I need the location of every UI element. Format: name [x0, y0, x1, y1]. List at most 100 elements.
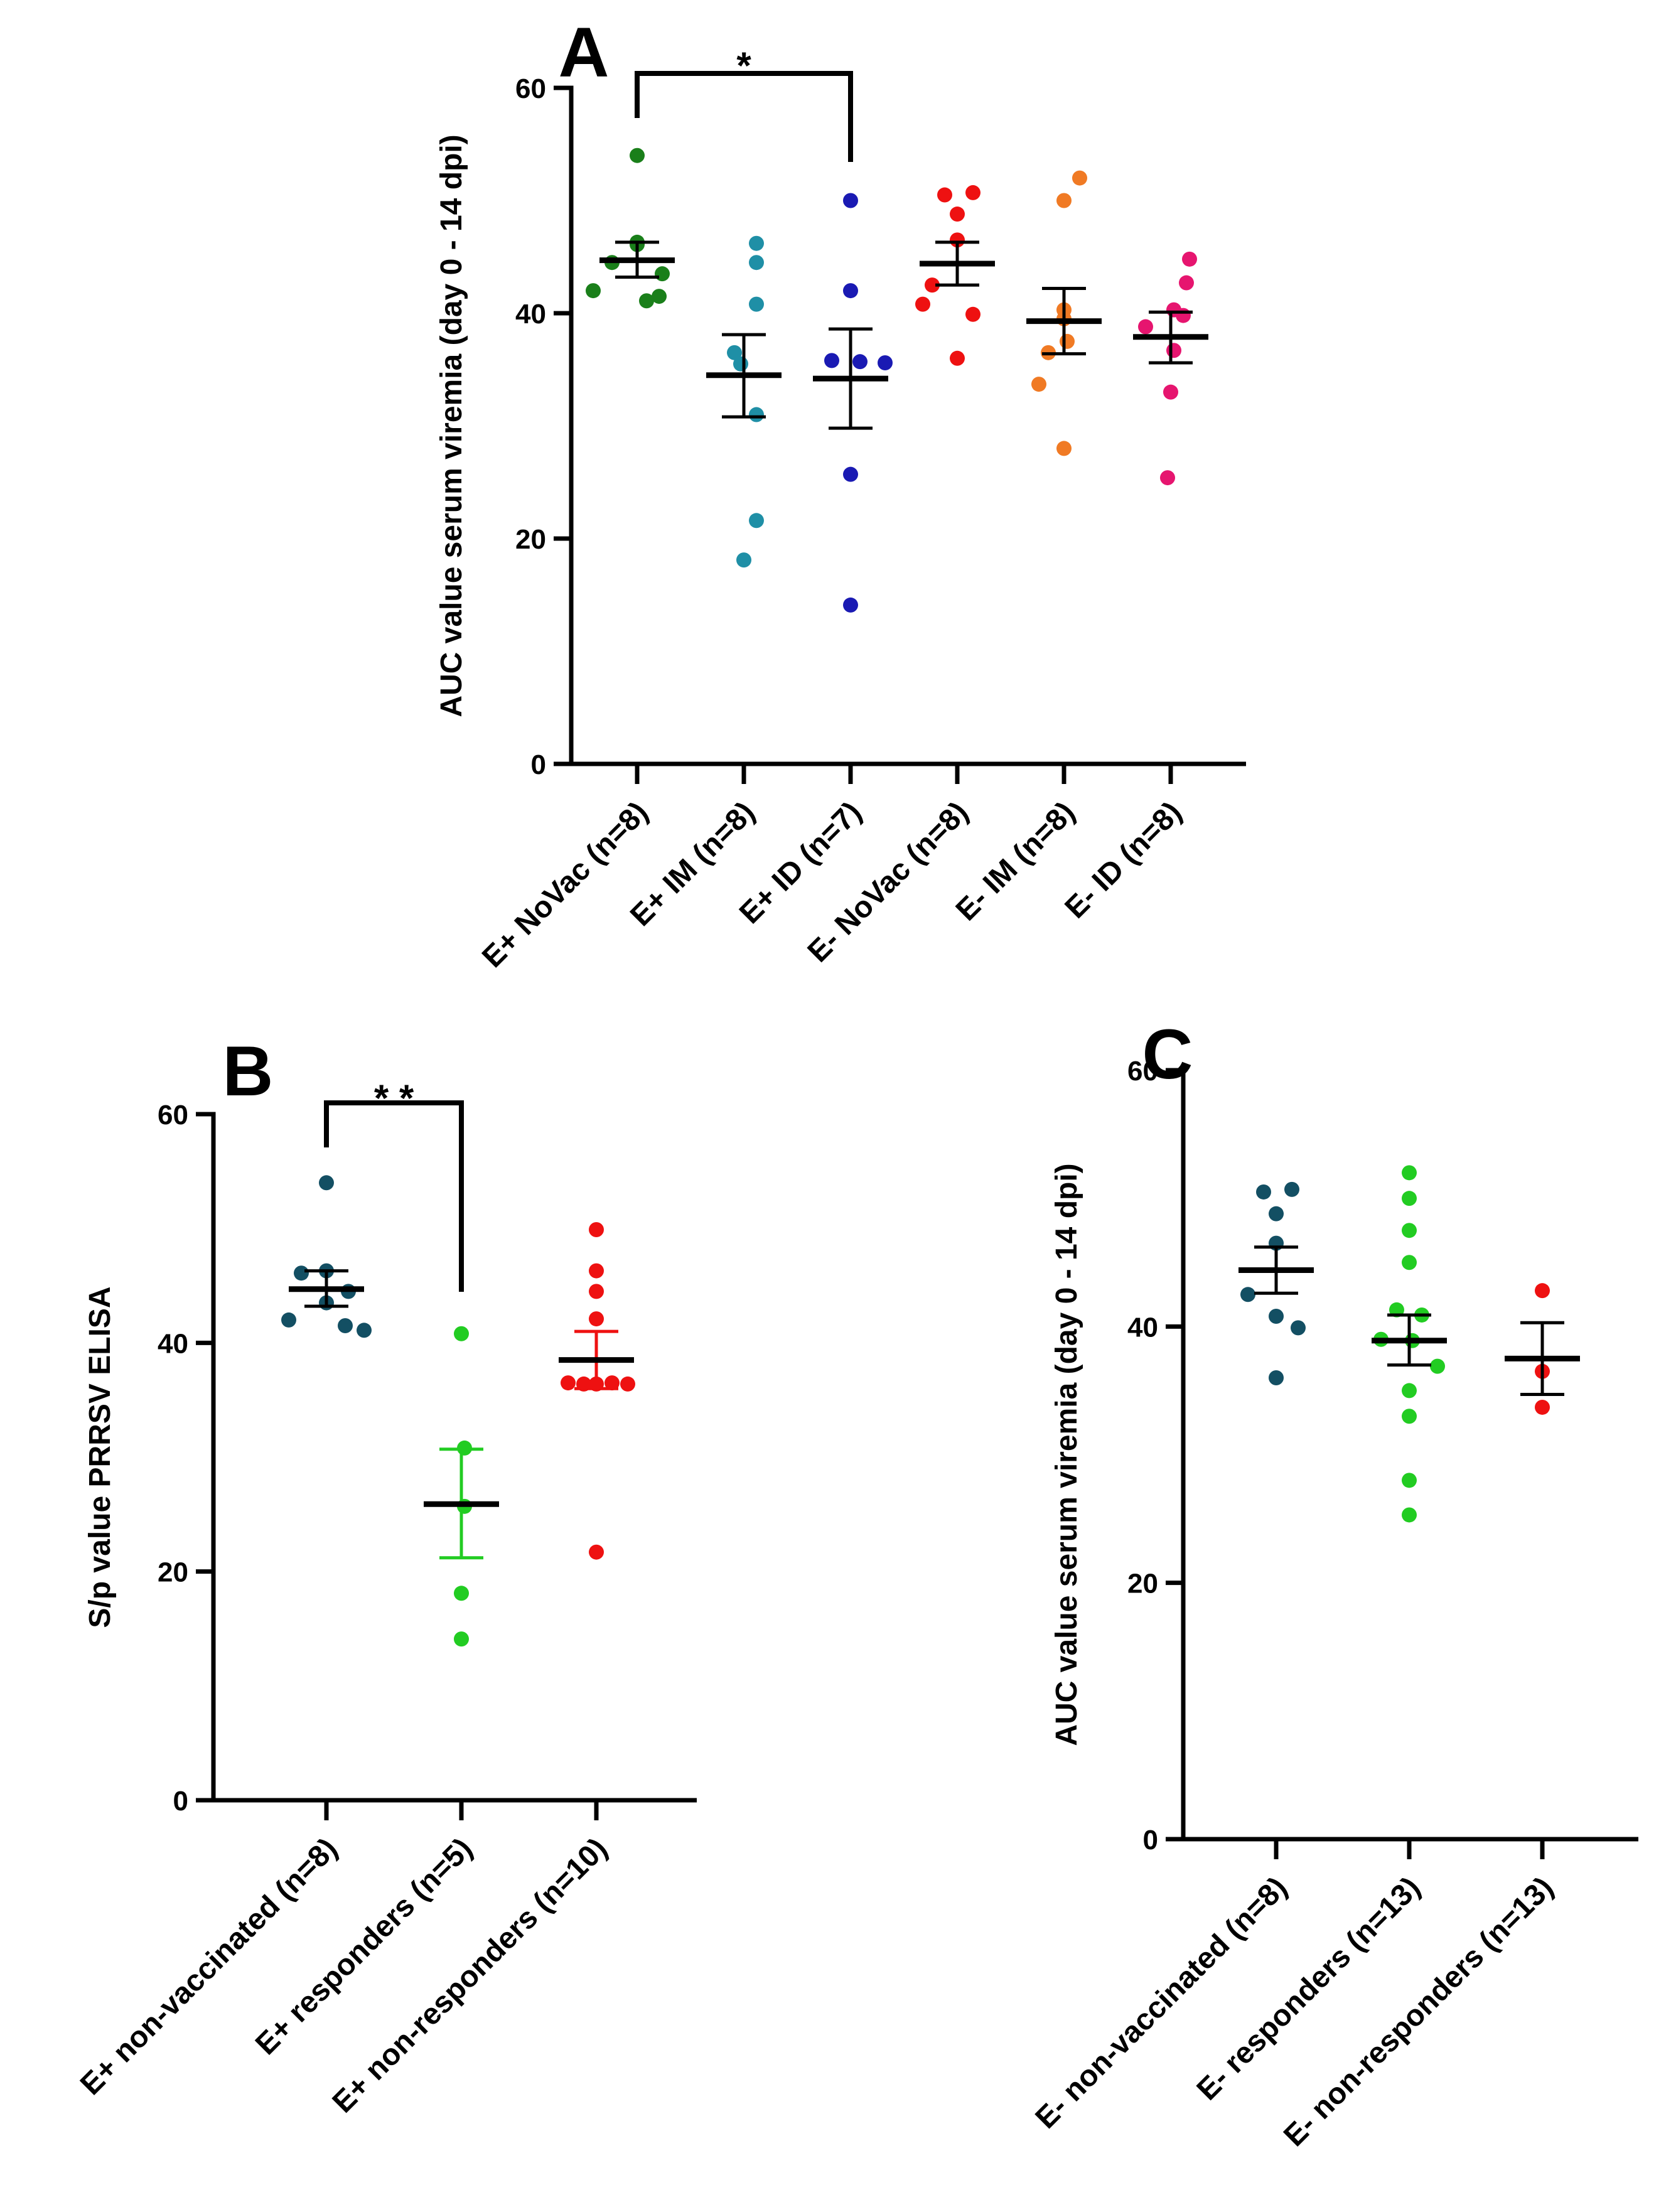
data-point: [1179, 275, 1194, 291]
y-tick-label: 60: [158, 1100, 188, 1130]
x-category-label: E+ non-responders (n=10): [326, 1832, 614, 2119]
x-category-label: E+ NoVac (n=8): [476, 795, 655, 974]
x-category-label: E+ non-vaccinated (n=8): [74, 1832, 344, 2102]
y-axis-title: S/p value PRRSV ELISA: [83, 1286, 117, 1628]
data-point: [1176, 308, 1191, 323]
data-point: [733, 356, 748, 372]
data-point: [749, 255, 764, 271]
data-point: [1402, 1165, 1417, 1181]
data-point: [589, 1544, 604, 1560]
data-point: [1402, 1409, 1417, 1424]
x-category-label: E- ID (n=8): [1059, 795, 1188, 925]
data-point: [1269, 1206, 1284, 1221]
group-1: E+ NoVac (n=8): [476, 148, 675, 974]
data-point: [454, 1586, 469, 1601]
data-point: [1402, 1507, 1417, 1523]
y-tick-label: 40: [158, 1328, 188, 1359]
group-3: E+ non-responders (n=10): [326, 1221, 635, 2119]
data-point: [925, 277, 940, 293]
data-point: [915, 296, 930, 312]
data-point: [749, 235, 764, 251]
group-2: E+ responders (n=5): [249, 1326, 499, 2061]
data-point: [1060, 333, 1075, 349]
group-2: E- responders (n=13): [1191, 1165, 1447, 2107]
data-point: [950, 350, 965, 366]
y-tick-label: 20: [158, 1557, 188, 1588]
data-point: [843, 466, 858, 482]
y-tick-label: 60: [515, 73, 546, 104]
data-point: [852, 354, 868, 370]
data-point: [357, 1323, 372, 1338]
data-point: [655, 266, 670, 282]
significance-label: *: [736, 45, 751, 87]
data-point: [1182, 251, 1197, 267]
data-point: [749, 296, 764, 312]
y-tick-label: 20: [1127, 1569, 1158, 1599]
y-axis-title: AUC value serum viremia (day 0 - 14 dpi): [1050, 1163, 1083, 1746]
data-point: [965, 185, 981, 200]
data-point: [281, 1312, 296, 1328]
data-point: [454, 1631, 469, 1647]
data-point: [589, 1263, 604, 1279]
data-point: [620, 1376, 635, 1392]
data-point: [1031, 377, 1046, 392]
data-point: [589, 1221, 604, 1237]
data-point: [1056, 193, 1072, 208]
significance-bracket: [324, 1100, 464, 1292]
data-point: [1402, 1473, 1417, 1488]
data-point: [586, 283, 601, 299]
data-point: [1402, 1191, 1417, 1206]
significance-label: * *: [374, 1077, 414, 1119]
data-point: [604, 1375, 620, 1391]
panel-a: A 0 20 40 60 AUC value serum viremia (day 0 -…: [435, 13, 1246, 974]
data-point: [1240, 1287, 1255, 1302]
y-tick-label: 0: [1143, 1825, 1158, 1855]
data-point: [319, 1175, 334, 1191]
data-point: [294, 1265, 309, 1281]
y-tick-label: 40: [1127, 1312, 1158, 1343]
x-category-label: E+ responders (n=5): [249, 1832, 479, 2061]
data-point: [1072, 170, 1087, 186]
data-point: [589, 1284, 604, 1299]
data-point: [843, 283, 858, 299]
panel-b: B 0 20 40 60 S/p value PRRSV ELISA E+ non-vacc…: [74, 1032, 697, 2119]
y-tick-label: 0: [531, 749, 546, 780]
data-point: [937, 187, 952, 203]
data-point: [749, 407, 764, 422]
data-point: [950, 207, 965, 222]
data-point: [736, 552, 751, 568]
data-point: [727, 345, 742, 360]
significance-bracket: [635, 71, 853, 162]
x-category-label: E- responders (n=13): [1191, 1871, 1427, 2107]
data-point: [1402, 1223, 1417, 1238]
data-point: [338, 1318, 353, 1334]
data-point: [1402, 1383, 1417, 1399]
data-point: [824, 353, 839, 368]
x-category-label: E- non-responders (n=13): [1277, 1871, 1560, 2153]
data-point: [878, 355, 893, 370]
y-tick-label: 60: [1127, 1056, 1158, 1087]
data-point: [1056, 441, 1072, 456]
data-point: [965, 306, 981, 322]
data-point: [1163, 384, 1178, 400]
x-category-label: E- non-vaccinated (n=8): [1029, 1871, 1294, 2135]
data-point: [652, 289, 667, 304]
data-point: [1284, 1181, 1299, 1197]
data-point: [1269, 1370, 1284, 1385]
data-point: [1160, 470, 1175, 486]
data-point: [1256, 1184, 1271, 1200]
data-point: [1430, 1358, 1445, 1374]
panel-letter-b: B: [223, 1032, 274, 1110]
y-tick-label: 20: [515, 524, 546, 555]
data-point: [589, 1311, 604, 1327]
group-3: E- non-responders (n=13): [1277, 1283, 1580, 2153]
data-point: [454, 1326, 469, 1341]
y-tick-label: 0: [173, 1786, 188, 1817]
data-point: [630, 148, 645, 163]
data-point: [843, 193, 858, 208]
data-point: [1291, 1320, 1306, 1336]
data-point: [561, 1375, 576, 1391]
data-point: [1535, 1283, 1550, 1299]
